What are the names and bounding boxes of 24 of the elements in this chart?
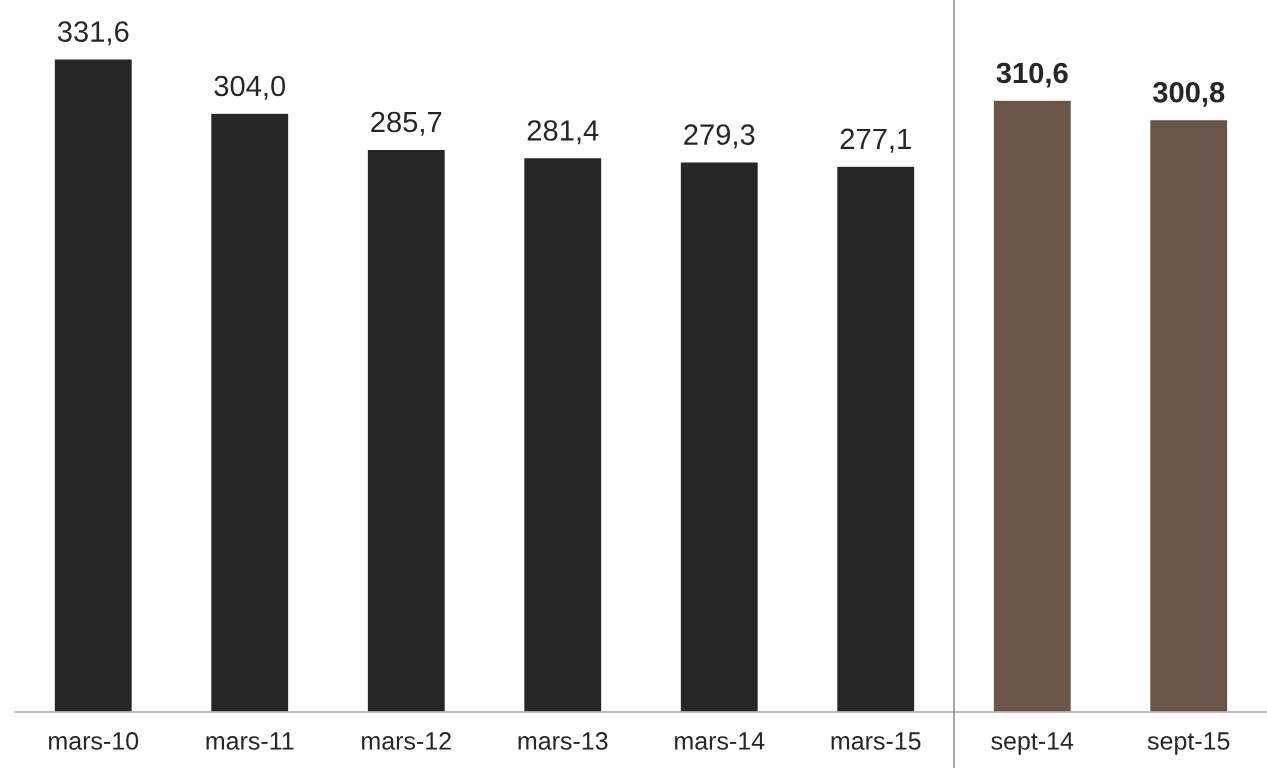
- x-tick-label: mars-14: [675, 732, 765, 750]
- bar: [53, 58, 134, 712]
- data-label: 285,7: [371, 111, 442, 136]
- x-tick-label: sept-14: [991, 732, 1074, 755]
- x-tick-label: mars-15: [831, 732, 921, 750]
- data-label: 331,6: [57, 21, 129, 46]
- bar: [366, 148, 447, 712]
- x-tick-label: mars-11: [206, 732, 294, 750]
- x-tick-label: mars-12: [362, 732, 451, 750]
- x-tick-label: sept-15: [1147, 732, 1230, 755]
- data-label: 300,8: [1152, 81, 1225, 107]
- data-label: 277,1: [840, 128, 911, 153]
- bar: [835, 165, 916, 712]
- bar: [992, 99, 1073, 712]
- x-tick-label: mars-10: [49, 732, 139, 750]
- data-label: 281,4: [527, 120, 599, 145]
- data-label: 304,0: [214, 75, 286, 100]
- bar: [209, 112, 290, 712]
- bar: [679, 161, 760, 712]
- bar: [1148, 118, 1229, 712]
- data-label: 279,3: [684, 124, 755, 149]
- data-label: 310,6: [996, 62, 1068, 88]
- x-tick-label: mars-13: [518, 732, 608, 750]
- bar: [522, 156, 603, 712]
